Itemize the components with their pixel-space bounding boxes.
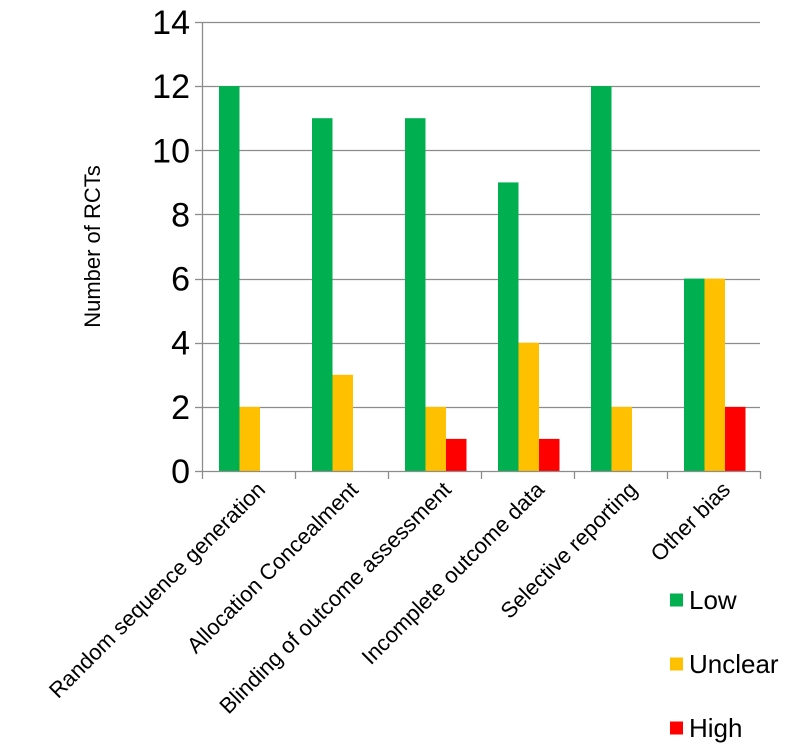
x-category-label: Allocation Concealment bbox=[182, 477, 363, 658]
bar-unclear-2 bbox=[425, 406, 446, 471]
x-category-label: Incomplete outcome data bbox=[357, 476, 550, 669]
bar-unclear-3 bbox=[518, 342, 539, 471]
bar-low-1 bbox=[312, 118, 333, 471]
legend-swatch-high bbox=[670, 721, 683, 735]
y-tick-label: 10 bbox=[152, 132, 190, 170]
legend-label-unclear: Unclear bbox=[689, 649, 779, 679]
y-tick-label: 0 bbox=[171, 453, 190, 491]
bar-low-2 bbox=[405, 118, 426, 471]
y-tick-label: 14 bbox=[152, 4, 190, 42]
bar-low-3 bbox=[498, 182, 519, 471]
legend-swatch-unclear bbox=[670, 657, 683, 671]
bar-high-3 bbox=[539, 438, 560, 471]
y-tick-label: 4 bbox=[171, 325, 190, 363]
y-tick-label: 12 bbox=[152, 68, 190, 106]
legend-label-high: High bbox=[689, 713, 742, 743]
bar-unclear-1 bbox=[332, 374, 353, 471]
bar-unclear-5 bbox=[704, 278, 725, 471]
y-tick-label: 2 bbox=[171, 389, 190, 427]
y-tick-label: 8 bbox=[171, 196, 190, 234]
legend-swatch-low bbox=[670, 593, 683, 607]
gridlines bbox=[202, 21, 760, 409]
y-tick-label: 6 bbox=[171, 261, 190, 299]
legend-label-low: Low bbox=[689, 585, 737, 615]
bar-unclear-0 bbox=[239, 406, 260, 471]
bars bbox=[219, 86, 746, 471]
x-category-label: Other bias bbox=[646, 477, 735, 566]
bar-high-2 bbox=[446, 438, 467, 471]
y-tick-labels: 0 2 4 6 8 10 12 14 bbox=[152, 4, 190, 491]
bar-unclear-4 bbox=[611, 406, 632, 471]
bar-high-5 bbox=[725, 406, 746, 471]
axes bbox=[195, 21, 762, 479]
bar-low-0 bbox=[219, 86, 240, 471]
bar-low-5 bbox=[684, 278, 705, 471]
legend: Low Unclear High bbox=[670, 585, 779, 743]
bar-low-4 bbox=[591, 86, 612, 471]
y-axis-label: Number of RCTs bbox=[80, 165, 105, 328]
